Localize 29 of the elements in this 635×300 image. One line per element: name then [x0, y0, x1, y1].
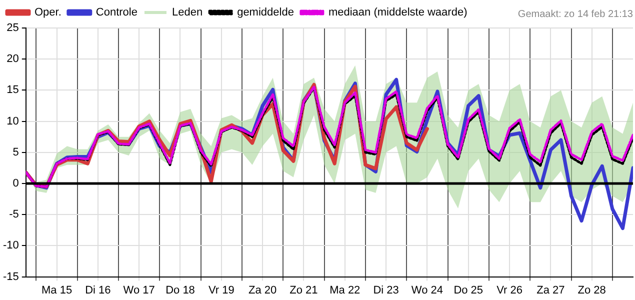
legend-label: gemiddelde — [237, 6, 294, 19]
legend-label: mediaan (middelste waarde) — [328, 6, 468, 19]
x-tick-label: Vr 26 — [496, 284, 522, 296]
y-tick-label: 10 — [6, 115, 19, 128]
y-tick-label: 0 — [12, 178, 19, 190]
text: Gemaakt: zo 14 feb 21:13 — [518, 8, 634, 20]
x-tick-label: Zo 21 — [290, 284, 318, 296]
x-tick-label: Di 23 — [373, 284, 399, 296]
x-tick-label: Do 18 — [166, 284, 195, 296]
x-tick-label: Di 16 — [85, 284, 111, 296]
y-tick-label: -10 — [2, 240, 19, 252]
y-tick-label: 25 — [6, 22, 19, 34]
y-tick-label: 5 — [12, 146, 19, 158]
y-tick-label: 20 — [6, 53, 19, 66]
x-tick-label: Ma 15 — [41, 284, 72, 296]
y-tick-label: 15 — [6, 84, 19, 96]
x-tick-label: Ma 22 — [330, 284, 360, 296]
x-tick-label: Za 20 — [248, 284, 277, 296]
y-tick-label: -5 — [9, 208, 19, 221]
legend-label: Oper. — [34, 6, 62, 19]
y-tick-label: -15 — [2, 270, 19, 283]
x-tick-label: Za 27 — [536, 284, 565, 296]
legend-label: Leden — [172, 6, 203, 19]
legend-label: Controle — [96, 6, 138, 19]
x-tick-label: Do 25 — [454, 284, 484, 296]
x-tick-label: Zo 28 — [578, 284, 606, 296]
x-tick-label: Wo 17 — [123, 284, 155, 296]
x-tick-label: Vr 19 — [208, 284, 234, 296]
x-tick-label: Wo 24 — [411, 284, 443, 296]
